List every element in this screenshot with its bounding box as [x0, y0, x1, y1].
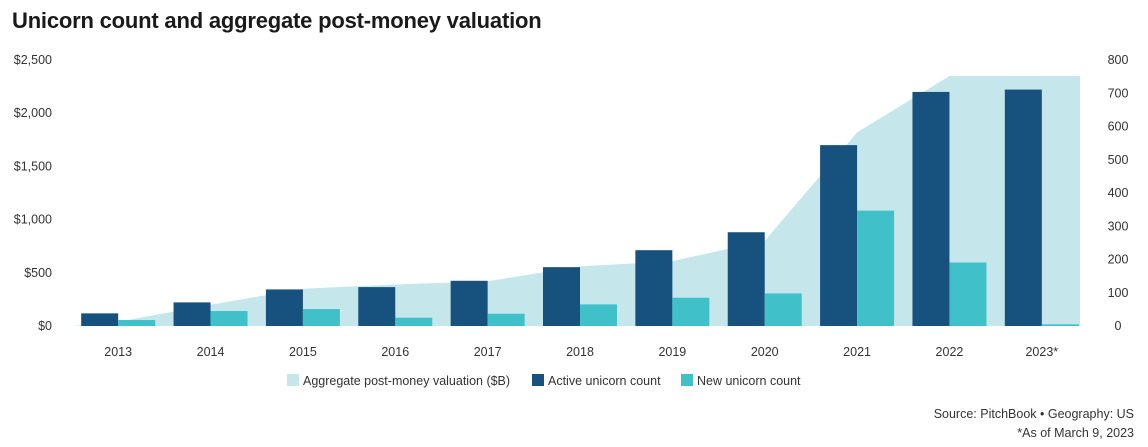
active-unicorn-bar	[450, 280, 488, 326]
right-axis-tick-label: 400	[1108, 186, 1129, 200]
legend-label: Active unicorn count	[548, 374, 661, 388]
new-unicorn-bar	[210, 311, 248, 326]
chart-title: Unicorn count and aggregate post-money v…	[12, 8, 542, 33]
new-unicorn-bar	[764, 293, 802, 326]
footnote: *As of March 9, 2023	[1017, 426, 1134, 440]
right-axis-tick-label: 300	[1108, 219, 1129, 233]
right-axis-tick-label: 200	[1108, 253, 1129, 267]
active-unicorn-bar	[635, 250, 673, 326]
x-axis-tick-label: 2021	[843, 345, 871, 359]
new-unicorn-bar	[487, 313, 525, 326]
legend-swatch	[681, 374, 693, 386]
right-axis-tick-label: 100	[1108, 286, 1129, 300]
legend-label: Aggregate post-money valuation ($B)	[303, 374, 510, 388]
x-axis-tick-label: 2016	[381, 345, 409, 359]
active-unicorn-bar	[912, 91, 950, 326]
left-axis-tick-label: $1,500	[14, 159, 52, 173]
x-axis-tick-label: 2015	[289, 345, 317, 359]
active-unicorn-bar	[1004, 89, 1042, 326]
x-axis-tick-label: 2018	[566, 345, 594, 359]
new-unicorn-bar	[672, 297, 710, 326]
right-axis-tick-label: 0	[1115, 319, 1122, 333]
right-axis-tick-label: 500	[1108, 153, 1129, 167]
legend-swatch	[532, 374, 544, 386]
new-unicorn-bar	[395, 317, 433, 326]
new-unicorn-bar	[302, 309, 340, 326]
active-unicorn-bar	[81, 313, 119, 326]
right-axis-tick-label: 700	[1108, 86, 1129, 100]
new-unicorn-bar	[1041, 324, 1079, 326]
x-axis-tick-label: 2017	[474, 345, 502, 359]
right-axis-tick-label: 800	[1108, 53, 1129, 67]
bars-layer	[81, 89, 1079, 326]
left-axis-tick-label: $2,500	[14, 53, 52, 67]
source-note: Source: PitchBook • Geography: US	[933, 407, 1134, 421]
x-axis-tick-label: 2014	[197, 345, 225, 359]
x-axis: 2013 2014 2015 2016 2017 2018 2019 2020 2021 2022…	[104, 345, 1058, 359]
new-unicorn-bar	[580, 304, 617, 326]
active-unicorn-bar	[265, 289, 303, 326]
left-axis-tick-label: $2,000	[14, 106, 52, 120]
left-axis: $0 $500 $1,000 $1,500 $2,000 $2,500	[14, 53, 52, 333]
legend: Aggregate post-money valuation ($B) Activ…	[287, 374, 801, 388]
left-axis-tick-label: $0	[38, 319, 52, 333]
active-unicorn-bar	[358, 287, 396, 326]
new-unicorn-bar	[118, 320, 156, 326]
left-axis-tick-label: $500	[24, 266, 52, 280]
active-unicorn-bar	[543, 267, 580, 326]
active-unicorn-bar	[727, 232, 765, 326]
active-unicorn-bar	[173, 302, 211, 326]
right-axis-tick-label: 600	[1108, 120, 1129, 134]
new-unicorn-bar	[857, 210, 895, 326]
active-unicorn-bar	[820, 145, 858, 326]
x-axis-tick-label: 2020	[751, 345, 779, 359]
new-unicorn-bar	[949, 262, 987, 326]
legend-swatch	[287, 374, 299, 386]
x-axis-tick-label: 2023*	[1025, 345, 1058, 359]
right-axis: 0 100 200 300 400 500 600 700 800	[1108, 53, 1129, 333]
x-axis-tick-label: 2013	[104, 345, 132, 359]
x-axis-tick-label: 2019	[658, 345, 686, 359]
left-axis-tick-label: $1,000	[14, 213, 52, 227]
x-axis-tick-label: 2022	[936, 345, 964, 359]
legend-label: New unicorn count	[697, 374, 801, 388]
